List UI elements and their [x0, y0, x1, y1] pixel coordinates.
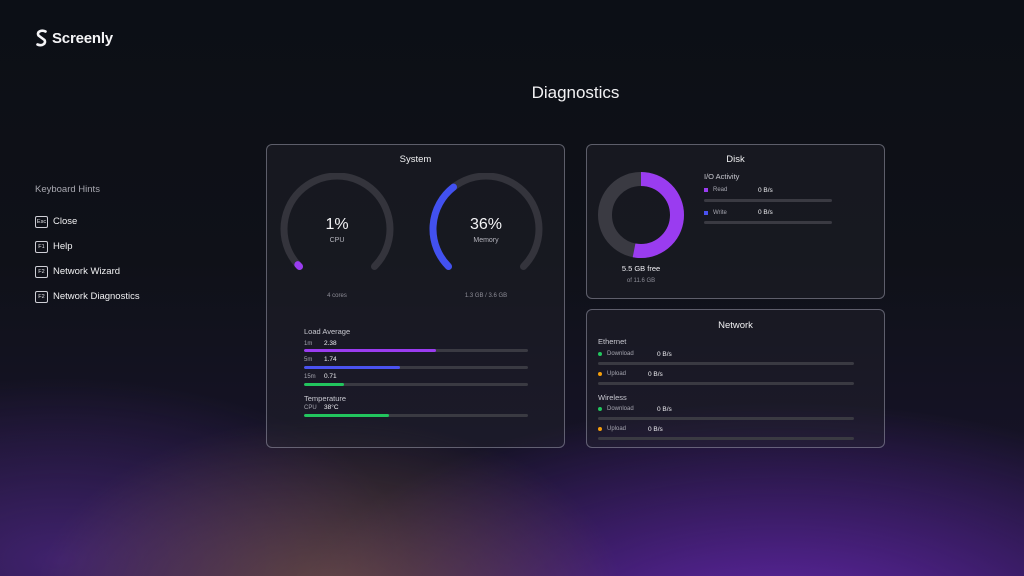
- ethernet-upload-value: 0 B/s: [648, 371, 663, 378]
- download-status-icon: [598, 352, 602, 356]
- screenly-logo-icon: [36, 29, 47, 47]
- cpu-value: 1%: [325, 216, 349, 233]
- load-15m-label: 15m: [304, 374, 316, 380]
- read-legend-icon: [704, 188, 708, 192]
- app-logo: Screenly: [35, 29, 113, 47]
- ethernet-download-value: 0 B/s: [657, 351, 672, 358]
- io-read-value: 0 B/s: [758, 187, 773, 194]
- ethernet-upload-bar: [598, 382, 854, 385]
- network-card: Network Ethernet Download 0 B/s Upload 0…: [586, 309, 885, 448]
- disk-free: 5.5 GB free: [621, 264, 661, 273]
- load-1m-value: 2.38: [324, 340, 337, 347]
- io-activity-title: I/O Activity: [704, 172, 740, 181]
- disk-total: of 11.6 GB: [626, 278, 656, 284]
- hint-label: Close: [53, 216, 78, 227]
- f1-key-icon: F1: [35, 240, 48, 253]
- wireless-download-row: Download: [598, 406, 634, 412]
- load-15m-bar-fill: [304, 383, 345, 386]
- ethernet-title: Ethernet: [598, 337, 627, 346]
- cpu-cores: 4 cores: [327, 293, 347, 299]
- load-1m-label: 1m: [304, 341, 313, 347]
- cpu-gauge-track: [280, 173, 394, 270]
- load-average-title: Load Average: [304, 327, 351, 336]
- memory-usage: 1.3 GB / 3.6 GB: [464, 293, 508, 299]
- keyboard-hints-title: Keyboard Hints: [35, 184, 100, 195]
- hint-label: Network Diagnostics: [53, 291, 140, 302]
- wireless-download-label: Download: [607, 406, 634, 412]
- download-status-icon: [598, 407, 602, 411]
- ethernet-download-row: Download: [598, 351, 634, 357]
- upload-status-icon: [598, 427, 602, 431]
- disk-donut: [598, 172, 684, 258]
- ethernet-download-label: Download: [607, 351, 634, 357]
- load-5m-label: 5m: [304, 357, 313, 363]
- wireless-download-value: 0 B/s: [657, 406, 672, 413]
- wireless-download-bar: [598, 417, 854, 420]
- temperature-title: Temperature: [304, 394, 347, 403]
- load-1m-bar-fill: [304, 349, 437, 352]
- wireless-upload-row: Upload: [598, 426, 626, 432]
- system-card: System 1% CPU 4 cores 36% Memory 1.3 GB …: [266, 144, 565, 448]
- ethernet-upload-row: Upload: [598, 371, 626, 377]
- load-5m-bar: [304, 366, 528, 369]
- disk-card: Disk 5.5 GB free of 11.6 GB I/O Activity…: [586, 144, 885, 299]
- keyboard-hints: Keyboard Hints Esc Close F1 Help F2 Netw…: [35, 184, 140, 309]
- hint-network-diagnostics[interactable]: F2 Network Diagnostics: [35, 284, 140, 309]
- system-title: System: [399, 154, 432, 165]
- write-legend-icon: [704, 211, 708, 215]
- f2-key-icon: F2: [35, 290, 48, 303]
- load-15m-value: 0.71: [324, 373, 337, 380]
- temperature-cpu-label: CPU: [304, 405, 317, 411]
- cpu-label: CPU: [329, 237, 345, 244]
- load-5m-bar-fill: [304, 366, 401, 369]
- network-title: Network: [718, 320, 753, 331]
- io-read-bar: [704, 199, 832, 202]
- memory-label: Memory: [473, 237, 499, 244]
- hint-close[interactable]: Esc Close: [35, 209, 140, 234]
- wireless-upload-value: 0 B/s: [648, 426, 663, 433]
- wireless-upload-label: Upload: [607, 426, 627, 432]
- app-name: Screenly: [52, 29, 113, 47]
- cpu-gauge-fill: [294, 261, 304, 270]
- page-title: Diagnostics: [531, 83, 620, 102]
- disk-title: Disk: [726, 154, 745, 165]
- memory-gauge: [429, 173, 543, 270]
- hint-label: Help: [53, 241, 73, 252]
- temperature-bar: [304, 414, 528, 417]
- io-write-bar: [704, 221, 832, 224]
- upload-status-icon: [598, 372, 602, 376]
- temperature-cpu-value: 38°C: [324, 404, 339, 411]
- memory-gauge-fill: [429, 183, 458, 270]
- ethernet-download-bar: [598, 362, 854, 365]
- io-read-label: Read: [713, 187, 728, 193]
- io-read-row: Read: [704, 187, 727, 193]
- hint-network-wizard[interactable]: F2 Network Wizard: [35, 259, 140, 284]
- hint-label: Network Wizard: [53, 266, 121, 277]
- temperature-bar-fill: [304, 414, 390, 417]
- hint-help[interactable]: F1 Help: [35, 234, 140, 259]
- memory-value: 36%: [469, 216, 503, 233]
- ethernet-upload-label: Upload: [607, 371, 627, 377]
- f2-key-icon: F2: [35, 265, 48, 278]
- io-write-row: Write: [704, 210, 727, 216]
- disk-donut-used: [598, 172, 684, 258]
- load-1m-bar: [304, 349, 528, 352]
- cpu-gauge: [280, 173, 394, 270]
- wireless-title: Wireless: [598, 393, 627, 402]
- io-write-label: Write: [713, 210, 727, 216]
- wireless-upload-bar: [598, 437, 854, 440]
- load-15m-bar: [304, 383, 528, 386]
- io-write-value: 0 B/s: [758, 209, 773, 216]
- esc-key-icon: Esc: [35, 215, 48, 228]
- load-5m-value: 1.74: [324, 356, 337, 363]
